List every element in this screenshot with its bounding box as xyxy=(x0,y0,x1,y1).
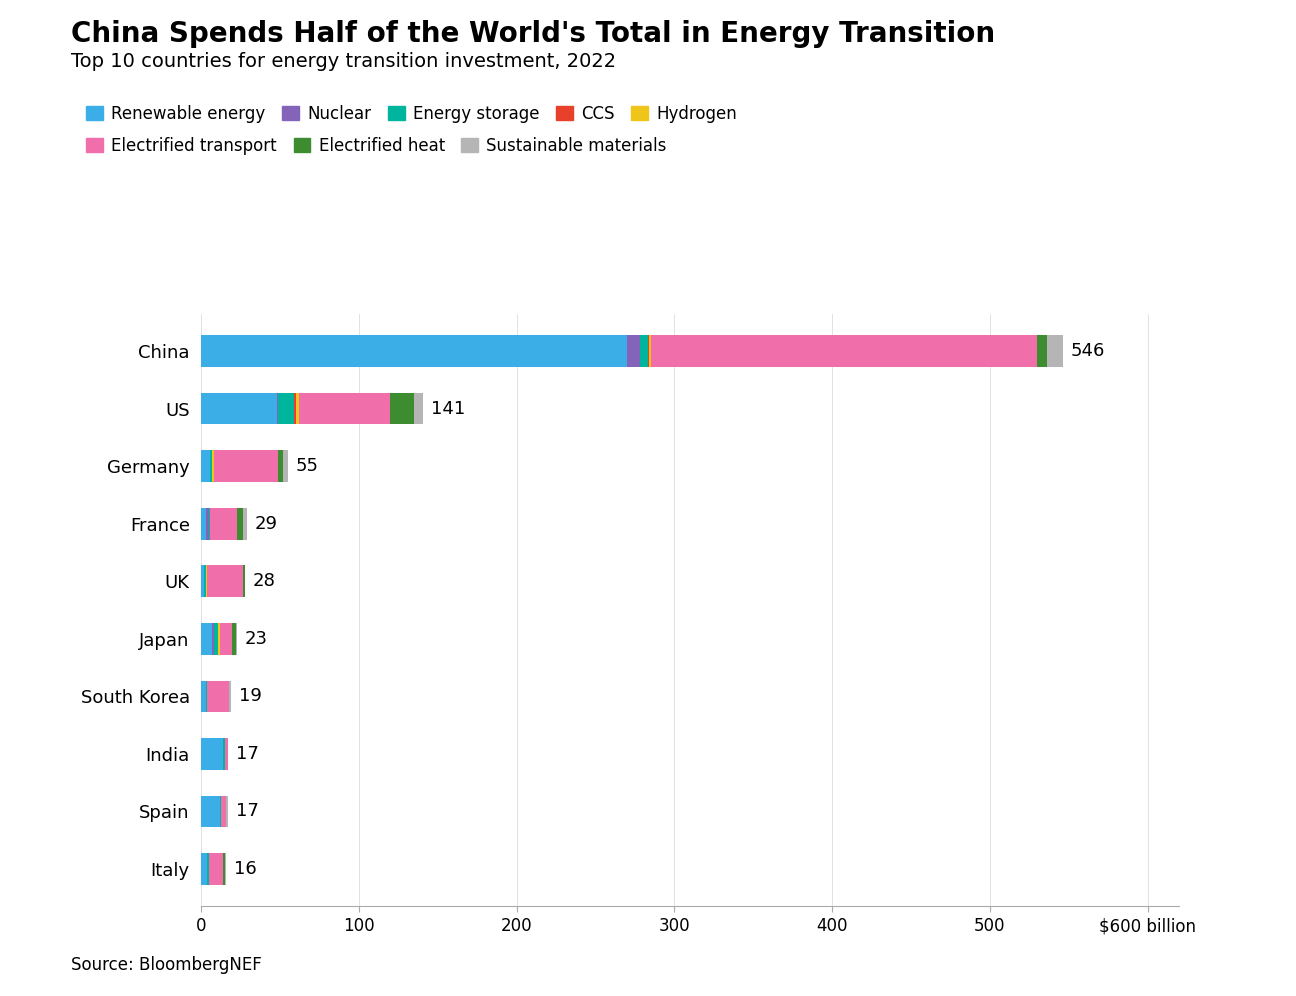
Bar xyxy=(298,392,390,424)
Text: 23: 23 xyxy=(245,629,268,647)
Bar xyxy=(214,622,218,654)
Bar xyxy=(220,796,222,828)
Bar xyxy=(226,796,228,828)
Bar xyxy=(201,392,276,424)
Bar xyxy=(201,738,223,770)
Bar xyxy=(201,796,220,828)
Bar xyxy=(651,336,1037,367)
Bar xyxy=(295,392,298,424)
Bar xyxy=(210,450,213,482)
Text: China Spends Half of the World's Total in Energy Transition: China Spends Half of the World's Total i… xyxy=(71,20,995,48)
Text: 546: 546 xyxy=(1070,343,1104,361)
Bar xyxy=(649,336,651,367)
Bar xyxy=(214,450,279,482)
Bar xyxy=(276,392,279,424)
Text: 28: 28 xyxy=(253,573,276,591)
Text: Source: BloombergNEF: Source: BloombergNEF xyxy=(71,956,262,974)
Bar xyxy=(209,508,210,540)
Text: 55: 55 xyxy=(295,457,319,475)
Bar xyxy=(201,622,213,654)
Bar xyxy=(627,336,640,367)
Bar xyxy=(283,450,288,482)
Bar xyxy=(223,854,224,884)
Bar xyxy=(206,680,207,712)
Bar xyxy=(201,854,207,884)
Legend: Electrified transport, Electrified heat, Sustainable materials: Electrified transport, Electrified heat,… xyxy=(79,129,674,161)
Bar xyxy=(201,336,627,367)
Text: 141: 141 xyxy=(432,399,465,417)
Bar xyxy=(294,392,295,424)
Bar xyxy=(213,622,214,654)
Bar xyxy=(244,508,246,540)
Bar xyxy=(218,622,220,654)
Text: 17: 17 xyxy=(236,803,258,821)
Bar xyxy=(222,796,226,828)
Bar xyxy=(206,566,207,598)
Bar xyxy=(413,392,424,424)
Bar xyxy=(206,508,209,540)
Bar xyxy=(224,854,226,884)
Legend: Renewable energy, Nuclear, Energy storage, CCS, Hydrogen: Renewable energy, Nuclear, Energy storag… xyxy=(79,98,744,129)
Bar xyxy=(203,566,206,598)
Bar xyxy=(213,450,214,482)
Bar xyxy=(236,622,237,654)
Bar xyxy=(229,680,231,712)
Bar xyxy=(209,854,223,884)
Text: 17: 17 xyxy=(236,745,258,763)
Bar xyxy=(244,566,245,598)
Bar xyxy=(279,450,283,482)
Text: 16: 16 xyxy=(235,860,257,877)
Bar xyxy=(224,738,228,770)
Bar xyxy=(279,392,294,424)
Bar xyxy=(220,622,232,654)
Bar xyxy=(201,680,206,712)
Bar xyxy=(390,392,413,424)
Bar xyxy=(207,566,244,598)
Bar xyxy=(207,680,229,712)
Text: 19: 19 xyxy=(238,687,262,705)
Text: Top 10 countries for energy transition investment, 2022: Top 10 countries for energy transition i… xyxy=(71,52,617,71)
Bar xyxy=(201,566,203,598)
Bar xyxy=(237,508,244,540)
Bar xyxy=(1037,336,1047,367)
Text: 29: 29 xyxy=(254,515,277,533)
Bar xyxy=(232,622,236,654)
Bar xyxy=(640,336,648,367)
Bar xyxy=(201,508,206,540)
Bar xyxy=(648,336,649,367)
Bar xyxy=(201,450,210,482)
Bar xyxy=(207,854,209,884)
Bar xyxy=(1047,336,1063,367)
Bar xyxy=(223,738,224,770)
Bar xyxy=(210,508,237,540)
